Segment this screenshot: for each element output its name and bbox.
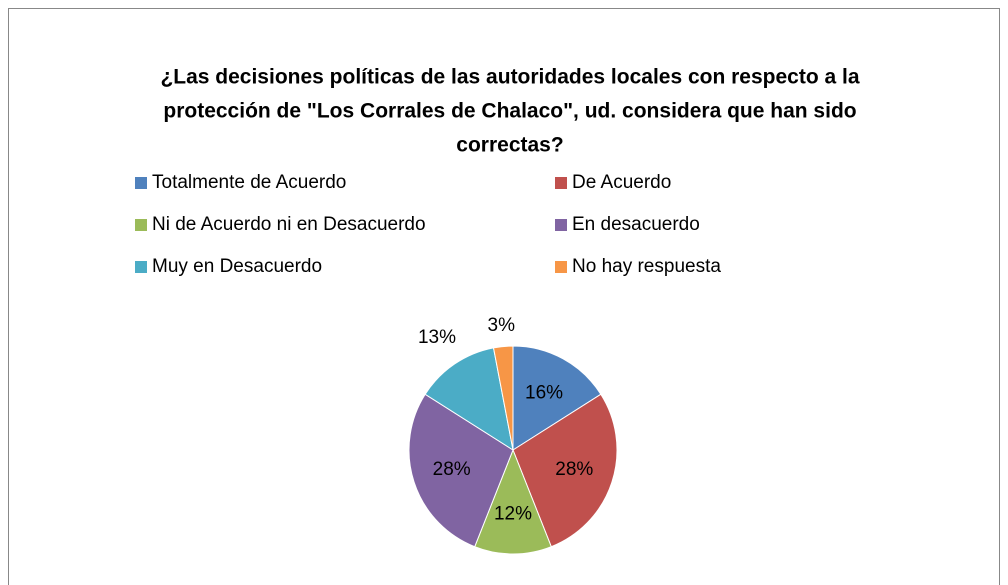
legend-swatch: [135, 219, 147, 231]
chart-title: protección de "Los Corrales de Chalaco",…: [163, 100, 856, 123]
pie-slice: [512, 345, 602, 451]
chart-title: correctas?: [456, 134, 563, 157]
legend-label: Ni de Acuerdo ni en Desacuerdo: [152, 214, 426, 235]
pie-slice: [512, 393, 618, 548]
legend-label: No hay respuesta: [572, 256, 721, 277]
data-label: 16%: [525, 383, 563, 404]
pie-slice: [492, 345, 514, 451]
legend-label: Muy en Desacuerdo: [152, 256, 322, 277]
data-label: 28%: [555, 459, 593, 480]
pie-slice: [424, 347, 514, 452]
legend-label: En desacuerdo: [572, 214, 700, 235]
legend-swatch: [135, 261, 147, 273]
pie-slice: [474, 448, 552, 555]
legend-swatch: [555, 177, 567, 189]
legend-swatch: [555, 219, 567, 231]
legend-swatch: [135, 177, 147, 189]
pie-slice: [408, 393, 514, 548]
legend-label: Totalmente de Acuerdo: [152, 172, 346, 193]
data-label: 13%: [418, 327, 456, 348]
legend-label: De Acuerdo: [572, 172, 671, 193]
data-label: 3%: [488, 315, 516, 336]
chart-title: ¿Las decisiones políticas de las autorid…: [160, 66, 859, 89]
legend-swatch: [555, 261, 567, 273]
data-label: 28%: [433, 459, 471, 480]
data-label: 12%: [494, 503, 532, 524]
